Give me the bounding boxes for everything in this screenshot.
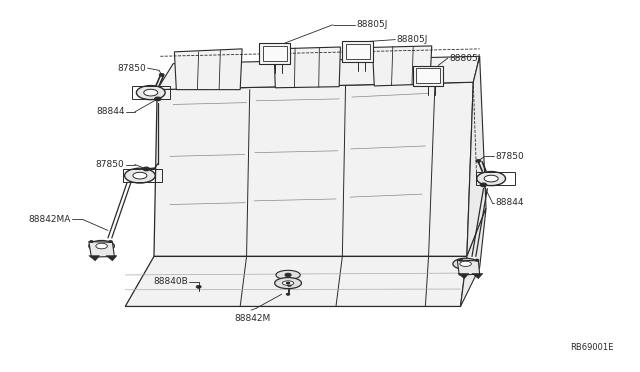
Text: 88805J: 88805J: [449, 54, 481, 62]
FancyBboxPatch shape: [416, 68, 440, 83]
Text: 88805J: 88805J: [356, 20, 388, 29]
Circle shape: [285, 273, 291, 277]
Polygon shape: [461, 208, 486, 307]
Text: 88805J: 88805J: [397, 35, 428, 44]
Polygon shape: [458, 260, 479, 275]
Ellipse shape: [89, 240, 115, 251]
Polygon shape: [154, 82, 473, 256]
Polygon shape: [458, 273, 468, 279]
FancyBboxPatch shape: [262, 46, 287, 61]
Ellipse shape: [96, 243, 108, 249]
Text: 88844: 88844: [495, 198, 524, 207]
Ellipse shape: [453, 258, 478, 269]
Circle shape: [476, 159, 481, 162]
Circle shape: [286, 293, 290, 295]
Ellipse shape: [484, 175, 498, 182]
Ellipse shape: [144, 89, 158, 96]
Circle shape: [159, 73, 164, 76]
Polygon shape: [89, 241, 115, 257]
Circle shape: [286, 282, 290, 284]
FancyBboxPatch shape: [413, 65, 444, 86]
Polygon shape: [89, 256, 100, 261]
Polygon shape: [174, 49, 242, 90]
Text: 87850: 87850: [96, 160, 125, 169]
FancyBboxPatch shape: [259, 43, 290, 64]
Ellipse shape: [136, 86, 165, 100]
Text: RB69001E: RB69001E: [570, 343, 614, 352]
Circle shape: [109, 240, 113, 243]
Text: 87850: 87850: [495, 152, 524, 161]
Circle shape: [459, 259, 463, 261]
Circle shape: [90, 240, 93, 243]
Circle shape: [481, 183, 486, 186]
Ellipse shape: [275, 278, 301, 289]
Polygon shape: [274, 47, 340, 88]
Ellipse shape: [460, 261, 471, 266]
Polygon shape: [157, 56, 479, 90]
FancyBboxPatch shape: [346, 44, 370, 59]
Polygon shape: [125, 256, 467, 307]
Text: 88840B: 88840B: [153, 277, 188, 286]
Text: 88844: 88844: [96, 108, 125, 116]
Text: 87850: 87850: [118, 64, 147, 73]
Polygon shape: [372, 46, 432, 86]
Text: 88842MA: 88842MA: [29, 215, 71, 224]
Text: 88842M: 88842M: [235, 314, 271, 323]
Ellipse shape: [125, 168, 156, 183]
Polygon shape: [472, 273, 483, 279]
Ellipse shape: [276, 270, 300, 280]
Circle shape: [287, 284, 291, 286]
Polygon shape: [467, 56, 486, 256]
Circle shape: [144, 167, 149, 170]
Circle shape: [156, 97, 161, 100]
Circle shape: [475, 259, 479, 261]
Polygon shape: [106, 256, 117, 261]
FancyBboxPatch shape: [342, 41, 373, 62]
Circle shape: [196, 285, 201, 288]
Ellipse shape: [282, 281, 294, 285]
Ellipse shape: [133, 172, 147, 179]
Ellipse shape: [477, 171, 506, 186]
